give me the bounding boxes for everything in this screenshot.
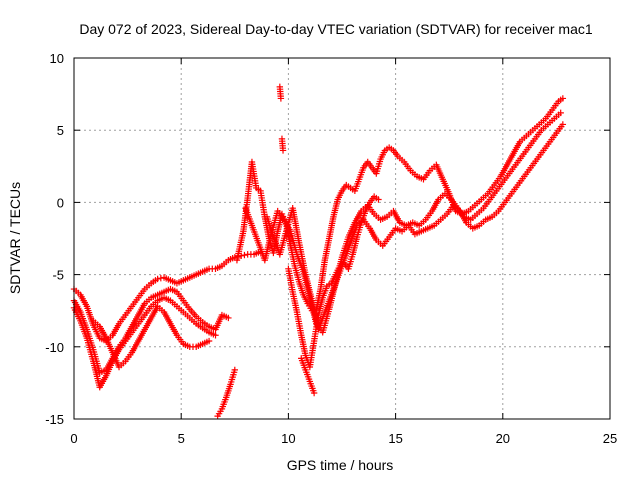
data-point [154, 275, 161, 283]
data-point [231, 366, 238, 374]
x-tick-label: 0 [70, 431, 77, 446]
series-trace-4 [90, 303, 213, 371]
y-tick-label: -15 [45, 412, 64, 427]
series-trace-8 [263, 121, 567, 333]
x-tick-label: 15 [388, 431, 402, 446]
data-point [225, 314, 232, 322]
data-point [559, 121, 567, 128]
series-trace-10 [276, 83, 318, 397]
series-trace-6 [233, 95, 567, 314]
y-tick-label: 0 [57, 195, 64, 210]
y-axis-label: SDTVAR / TECUs [7, 182, 23, 294]
series-trace-9 [285, 193, 382, 371]
y-tick-label: -10 [45, 340, 64, 355]
data-point [205, 337, 213, 345]
data-point [277, 95, 285, 102]
x-tick-label: 20 [496, 431, 510, 446]
axis-ticks: 0 5 10 15 20 25 -15 -10 -5 0 5 10 [45, 51, 617, 446]
x-tick-label: 25 [603, 431, 617, 446]
x-tick-label: 10 [281, 431, 295, 446]
data-point [279, 147, 287, 154]
data-marks [70, 83, 567, 420]
data-point [559, 95, 567, 102]
data-point [375, 196, 382, 203]
data-point [212, 332, 219, 339]
chart-title: Day 072 of 2023, Sidereal Day-to-day VTE… [79, 21, 592, 37]
data-point [310, 389, 318, 397]
series-trace-1 [70, 248, 264, 345]
data-point [241, 251, 248, 259]
y-tick-label: 10 [50, 51, 64, 66]
x-tick-label: 5 [178, 431, 185, 446]
grid-lines [74, 58, 610, 419]
data-point [557, 109, 564, 117]
y-tick-label: 5 [57, 123, 64, 138]
y-tick-label: -5 [52, 268, 64, 283]
series-trace-3 [70, 294, 219, 391]
data-point [157, 275, 165, 282]
series-trace-5 [214, 366, 238, 420]
plot-frame [73, 57, 611, 420]
x-axis-label: GPS time / hours [287, 457, 394, 473]
